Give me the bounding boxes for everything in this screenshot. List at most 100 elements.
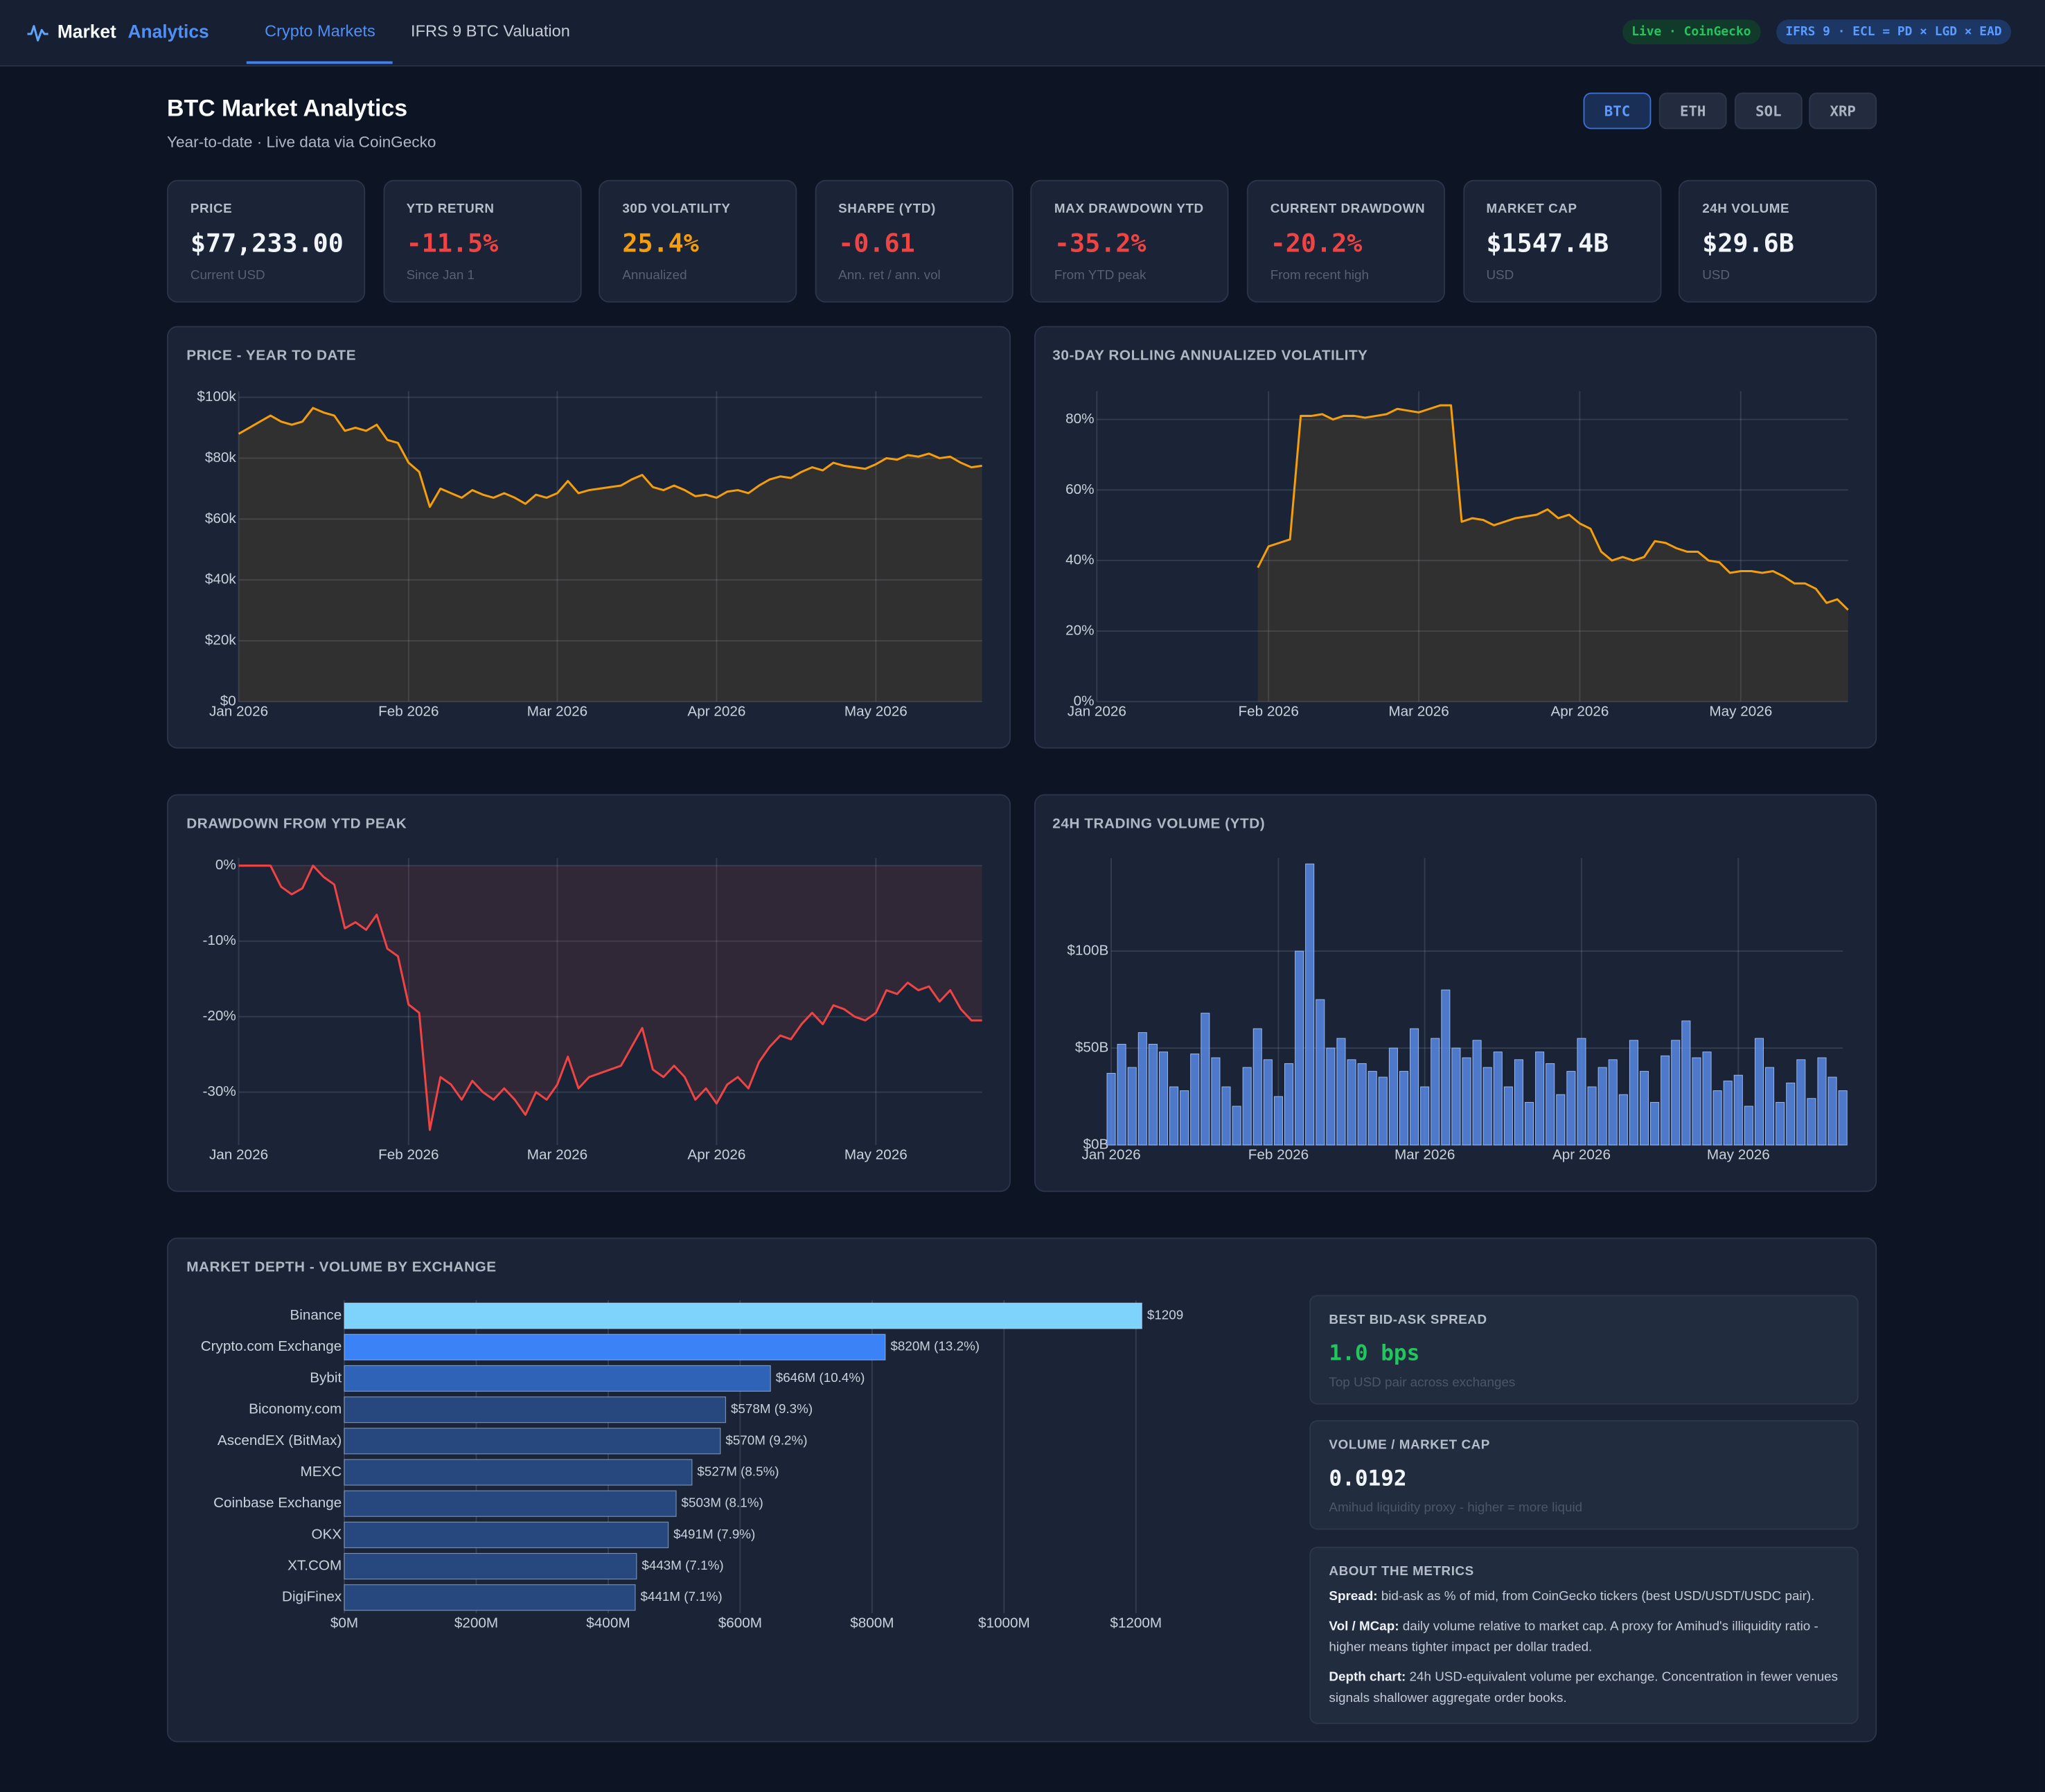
bar [1367, 1071, 1377, 1146]
x-tick-label: Feb 2026 [1248, 1146, 1309, 1162]
bar [344, 1396, 727, 1423]
value-label: $441M (7.1%) [641, 1589, 723, 1604]
bar [344, 1490, 677, 1517]
kpi-label: CURRENT DRAWDOWN [1270, 202, 1426, 217]
chart-card: DRAWDOWN FROM YTD PEAK [166, 794, 1011, 1192]
bar [344, 1428, 721, 1455]
panel-value: 1.0 bps [1329, 1340, 1420, 1366]
y-tick-label: 40% [1065, 552, 1094, 568]
metric-panel: VOLUME / MARKET CAP 0.0192 Amihud liquid… [1309, 1420, 1859, 1530]
bar [1252, 1028, 1262, 1146]
bar [1827, 1076, 1837, 1146]
bar [1180, 1090, 1189, 1146]
panel-title: BEST BID-ASK SPREAD [1329, 1313, 1487, 1328]
bar [1525, 1101, 1534, 1146]
y-tick-label: $50B [1075, 1040, 1108, 1056]
asset-button[interactable]: ETH [1658, 92, 1727, 130]
bar [1357, 1063, 1367, 1146]
bar [1263, 1059, 1273, 1146]
bar [1388, 1047, 1398, 1146]
x-tick-label: $400M [586, 1615, 630, 1631]
about-list: Spread: bid-ask as % of mid, from CoinGe… [1329, 1587, 1845, 1718]
formula-badge: IFRS 9 · ECL = PD × LGD × EAD [1776, 19, 2011, 45]
value-label: $527M (8.5%) [697, 1464, 779, 1478]
about-item: Spread: bid-ask as % of mid, from CoinGe… [1329, 1587, 1845, 1608]
bar [1681, 1020, 1691, 1146]
value-label: $503M (8.1%) [682, 1496, 763, 1510]
chart-title: MARKET DEPTH - VOLUME BY EXCHANGE [186, 1259, 497, 1276]
kpi-label: PRICE [190, 202, 233, 217]
bar [1441, 989, 1451, 1146]
bar [1169, 1086, 1179, 1146]
bar [1211, 1057, 1221, 1146]
kpi-value: $77,233.00 [190, 228, 344, 258]
asset-button[interactable]: XRP [1809, 92, 1877, 130]
about-text: daily volume relative to market cap. A p… [1329, 1619, 1818, 1656]
panel-title: ABOUT THE METRICS [1329, 1565, 1474, 1579]
kpi-note: From recent high [1270, 268, 1370, 283]
kpi-card: PRICE $77,233.00 Current USD [166, 179, 366, 303]
brand-accent: Analytics [127, 21, 209, 42]
y-tick-label: Biconomy.com [249, 1401, 342, 1417]
bar [344, 1365, 771, 1392]
y-tick-label: MEXC [300, 1464, 342, 1480]
bar [1618, 1094, 1628, 1146]
tab-underline [246, 61, 393, 64]
y-tick-label: AscendEX (BitMax) [218, 1432, 342, 1448]
bar [344, 1333, 886, 1360]
x-tick-label: Jan 2026 [1068, 703, 1126, 719]
chart-card: PRICE - YEAR TO DATE [166, 326, 1011, 749]
kpi-label: 30D VOLATILITY [622, 202, 731, 217]
kpi-value: -35.2% [1054, 228, 1147, 258]
value-label: $491M (7.9%) [673, 1527, 755, 1541]
panel-note: Top USD pair across exchanges [1329, 1376, 1516, 1390]
chart-title: 30-DAY ROLLING ANNUALIZED VOLATILITY [1052, 348, 1368, 364]
bar [1546, 1063, 1555, 1146]
tab[interactable]: IFRS 9 BTC Valuation [411, 22, 570, 41]
y-tick-label: OKX [312, 1526, 342, 1542]
bar [1242, 1067, 1252, 1146]
x-tick-label: Mar 2026 [527, 703, 587, 719]
asset-button[interactable]: BTC [1583, 92, 1652, 130]
area-fill [238, 407, 982, 702]
top-nav: Market Analytics Crypto Markets IFRS 9 B… [0, 0, 2045, 67]
bar [1629, 1040, 1638, 1146]
x-tick-label: Mar 2026 [1395, 1146, 1455, 1162]
kpi-value: $29.6B [1702, 228, 1794, 258]
line [238, 407, 982, 508]
bar [1597, 1067, 1607, 1146]
tab[interactable]: Crypto Markets [265, 22, 375, 41]
bar [344, 1521, 669, 1548]
line [1257, 404, 1849, 611]
line [238, 864, 982, 1131]
about-panel: ABOUT THE METRICS Spread: bid-ask as % o… [1309, 1546, 1859, 1724]
x-tick-label: May 2026 [1709, 703, 1772, 719]
value-label: $646M (10.4%) [776, 1370, 865, 1385]
bar [1158, 1052, 1168, 1146]
bar [1316, 999, 1325, 1146]
area-fill [238, 865, 982, 1130]
panel-title: VOLUME / MARKET CAP [1329, 1438, 1490, 1453]
bar [1692, 1057, 1701, 1146]
bar [1284, 1063, 1294, 1146]
value-label: $578M (9.3%) [731, 1401, 813, 1416]
bar [1305, 863, 1315, 1146]
x-tick-label: May 2026 [844, 1146, 908, 1162]
x-tick-label: $200M [454, 1615, 498, 1631]
value-label: $443M (7.1%) [641, 1558, 723, 1572]
bar [1577, 1038, 1586, 1146]
kpi-card: CURRENT DRAWDOWN -20.2% From recent high [1246, 179, 1445, 303]
y-tick-label: 0% [1074, 693, 1095, 709]
bar [1608, 1059, 1618, 1146]
about-text: bid-ask as % of mid, from CoinGecko tick… [1381, 1589, 1815, 1604]
chart-title: 24H TRADING VOLUME (YTD) [1052, 816, 1266, 833]
bar [1702, 1052, 1712, 1146]
y-tick-label: -30% [202, 1083, 236, 1099]
y-tick-label: Bybit [310, 1369, 342, 1385]
value-label: $1209 [1147, 1308, 1183, 1322]
asset-button[interactable]: SOL [1734, 92, 1803, 130]
y-tick-label: 0% [215, 857, 236, 873]
bar [1493, 1052, 1503, 1146]
status-badge: Live · CoinGecko [1622, 19, 1760, 45]
